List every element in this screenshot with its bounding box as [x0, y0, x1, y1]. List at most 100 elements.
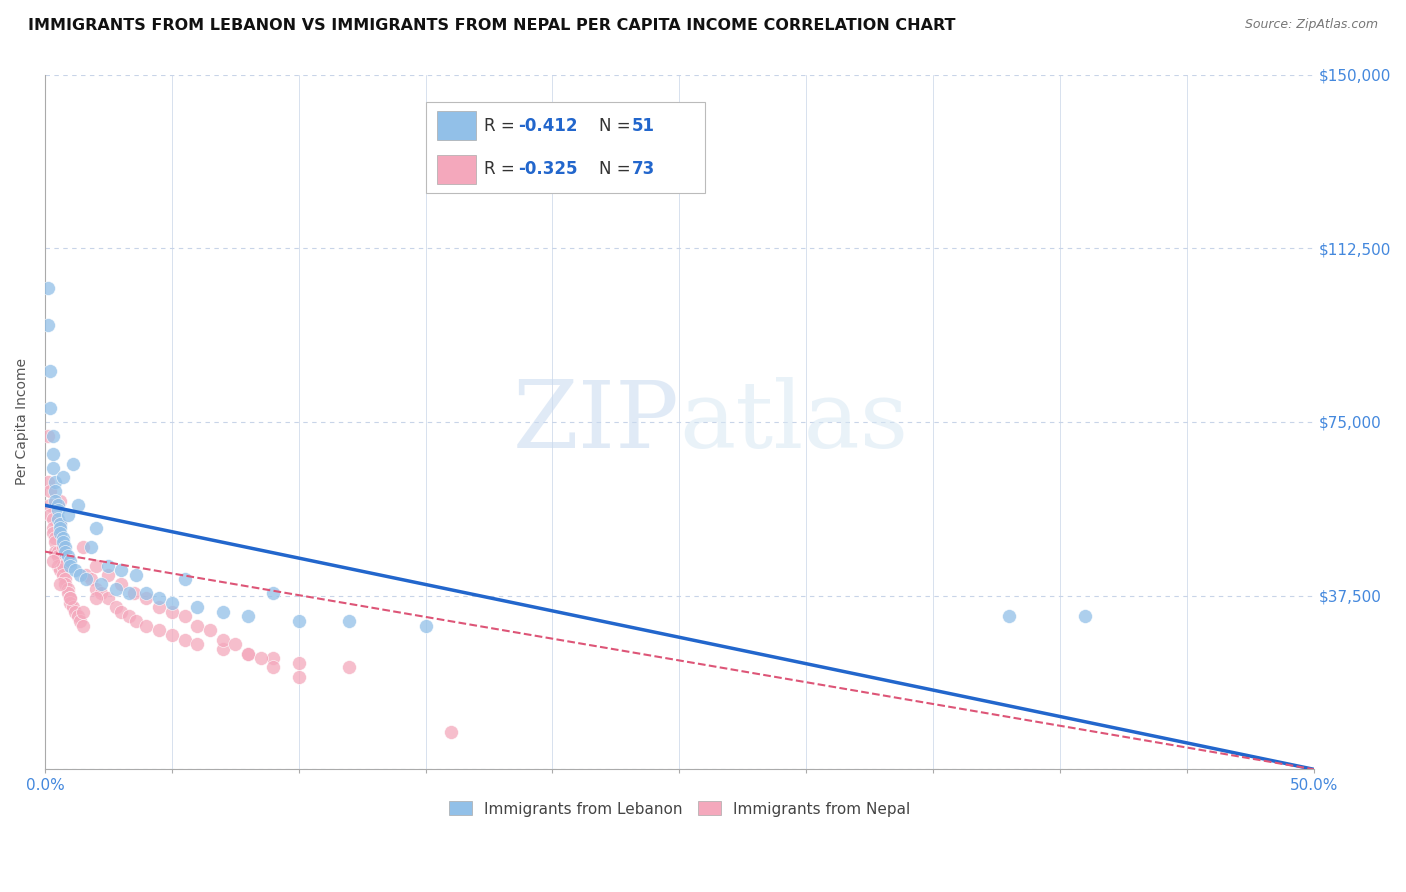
Point: [56, 549, 79, 564]
Point: [41, 512, 63, 526]
Point: [211, 641, 233, 656]
Point: [110, 563, 132, 577]
Point: [41, 554, 63, 568]
Point: [72, 618, 94, 632]
Point: [75, 567, 97, 582]
Point: [75, 573, 97, 587]
Y-axis label: Per Capita Income: Per Capita Income: [15, 359, 30, 485]
Point: [236, 647, 259, 661]
Point: [84, 521, 107, 535]
Point: [287, 670, 309, 684]
Point: [52, 470, 75, 484]
Point: [186, 600, 208, 615]
Point: [53, 540, 76, 554]
Point: [118, 586, 141, 600]
Point: [41, 521, 63, 535]
Point: [415, 618, 437, 632]
Point: [110, 605, 132, 619]
Point: [56, 586, 79, 600]
Point: [41, 461, 63, 475]
Point: [44, 544, 66, 558]
Point: [1074, 609, 1097, 624]
Point: [262, 660, 284, 674]
Point: [46, 498, 69, 512]
Point: [44, 535, 66, 549]
Point: [59, 596, 82, 610]
Text: ZIP: ZIP: [513, 377, 679, 467]
Point: [39, 508, 62, 522]
Point: [44, 475, 66, 490]
Point: [59, 558, 82, 573]
Point: [148, 600, 170, 615]
Point: [118, 609, 141, 624]
Point: [339, 614, 361, 628]
Point: [69, 567, 91, 582]
Point: [72, 605, 94, 619]
Point: [211, 605, 233, 619]
Point: [46, 558, 69, 573]
Point: [135, 618, 157, 632]
Point: [53, 573, 76, 587]
Point: [135, 591, 157, 605]
Point: [90, 577, 112, 591]
Point: [49, 526, 72, 541]
Point: [84, 591, 107, 605]
Point: [59, 591, 82, 605]
Point: [65, 605, 87, 619]
Point: [211, 632, 233, 647]
Point: [173, 632, 195, 647]
Text: IMMIGRANTS FROM LEBANON VS IMMIGRANTS FROM NEPAL PER CAPITA INCOME CORRELATION C: IMMIGRANTS FROM LEBANON VS IMMIGRANTS FR…: [28, 18, 956, 33]
Point: [287, 614, 309, 628]
Point: [262, 651, 284, 665]
Point: [79, 573, 101, 587]
Point: [39, 498, 62, 512]
Point: [39, 484, 62, 499]
Point: [122, 586, 145, 600]
Point: [52, 531, 75, 545]
Point: [262, 586, 284, 600]
Point: [41, 429, 63, 443]
Point: [148, 624, 170, 638]
Text: atlas: atlas: [679, 377, 908, 467]
Point: [44, 493, 66, 508]
Point: [148, 591, 170, 605]
Point: [59, 591, 82, 605]
Point: [84, 582, 107, 596]
Point: [53, 544, 76, 558]
Point: [79, 540, 101, 554]
Point: [62, 457, 84, 471]
Point: [173, 573, 195, 587]
Point: [287, 656, 309, 670]
Point: [236, 609, 259, 624]
Point: [160, 605, 183, 619]
Point: [37, 280, 59, 294]
Point: [59, 554, 82, 568]
Point: [186, 637, 208, 651]
Point: [66, 498, 89, 512]
Point: [52, 540, 75, 554]
Point: [66, 609, 89, 624]
Point: [37, 475, 59, 490]
Point: [339, 660, 361, 674]
Point: [56, 508, 79, 522]
Point: [44, 531, 66, 545]
Point: [52, 535, 75, 549]
Text: Source: ZipAtlas.com: Source: ZipAtlas.com: [1244, 18, 1378, 31]
Point: [56, 582, 79, 596]
Point: [173, 609, 195, 624]
Point: [49, 563, 72, 577]
Point: [236, 647, 259, 661]
Point: [52, 567, 75, 582]
Point: [46, 503, 69, 517]
Point: [97, 558, 120, 573]
Point: [46, 549, 69, 564]
Point: [62, 600, 84, 615]
Point: [160, 596, 183, 610]
Point: [49, 493, 72, 508]
Point: [49, 516, 72, 531]
Point: [52, 558, 75, 573]
Point: [97, 567, 120, 582]
Point: [135, 586, 157, 600]
Point: [105, 600, 128, 615]
Point: [160, 628, 183, 642]
